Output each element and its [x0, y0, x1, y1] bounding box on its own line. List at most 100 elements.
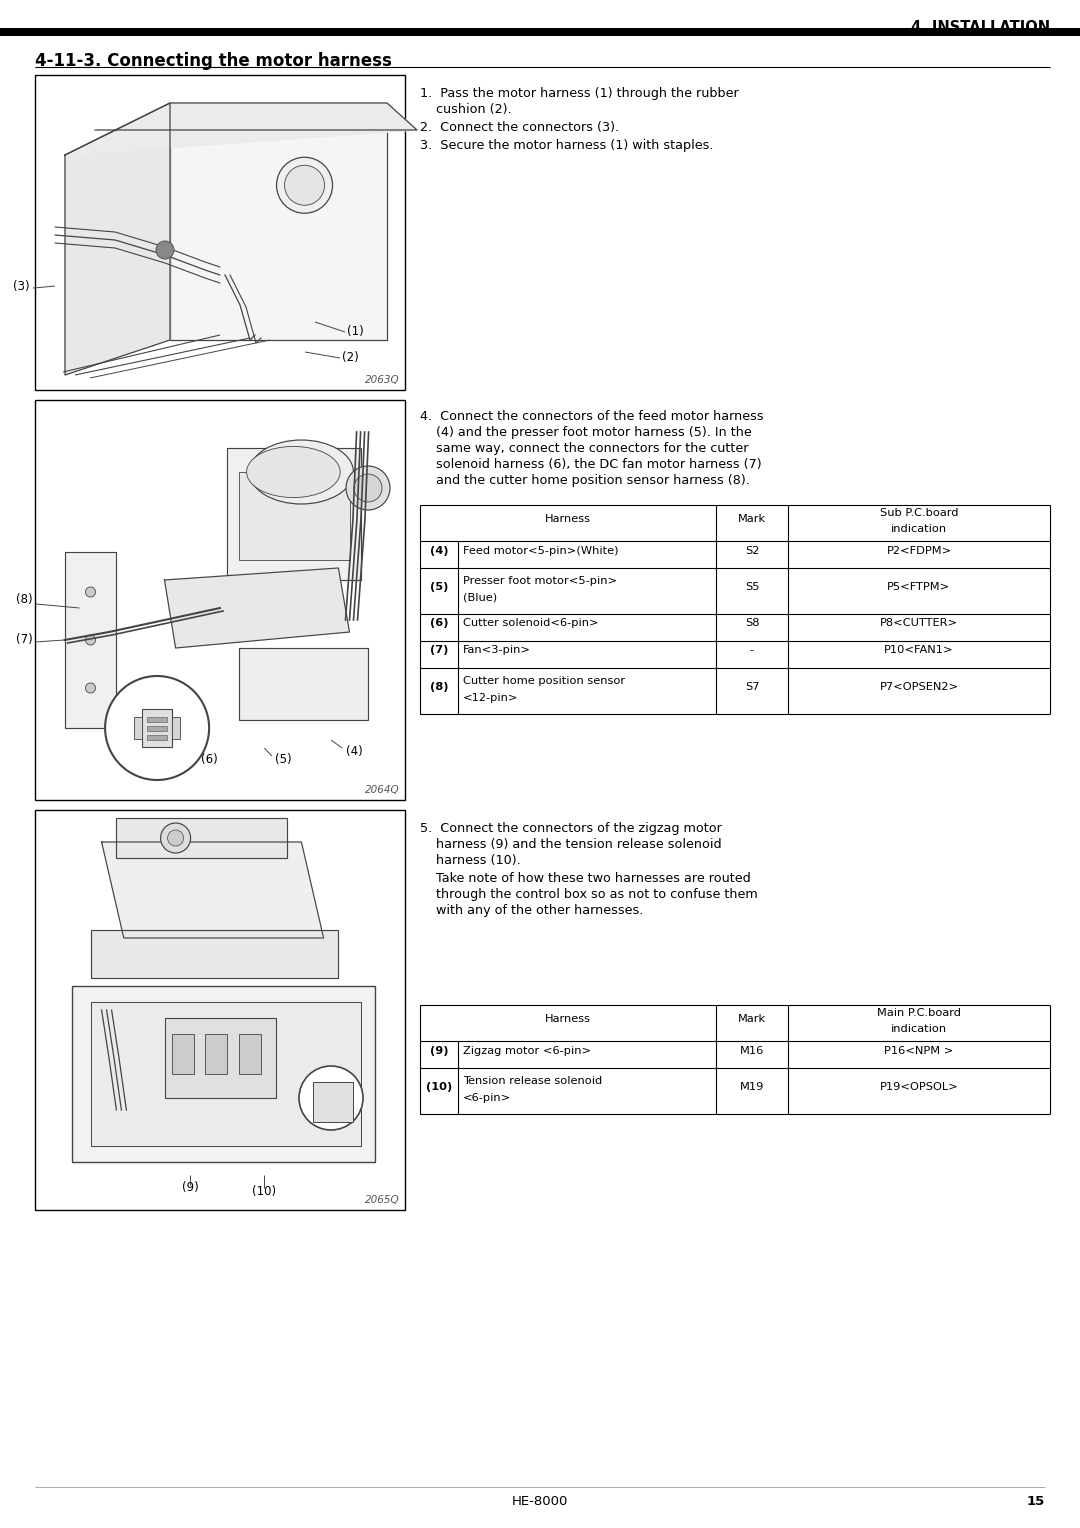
Bar	[164, 1018, 275, 1099]
Text: S8: S8	[745, 619, 759, 628]
Text: Mark: Mark	[738, 1015, 766, 1024]
Polygon shape	[102, 842, 324, 938]
Circle shape	[346, 466, 390, 510]
Text: -: -	[750, 645, 754, 656]
Bar	[147, 717, 167, 723]
Text: (4): (4)	[346, 746, 363, 758]
Polygon shape	[65, 102, 170, 374]
Bar	[228, 448, 361, 581]
Text: through the control box so as not to confuse them: through the control box so as not to con…	[436, 888, 758, 902]
Polygon shape	[65, 102, 417, 154]
Text: with any of the other harnesses.: with any of the other harnesses.	[436, 905, 644, 917]
Text: (7): (7)	[430, 645, 448, 656]
Bar	[37, 811, 403, 1209]
Bar	[147, 735, 167, 740]
Circle shape	[105, 675, 210, 779]
Circle shape	[167, 830, 184, 847]
Text: (9): (9)	[183, 1181, 199, 1195]
Text: Cutter solenoid<6-pin>: Cutter solenoid<6-pin>	[463, 619, 598, 628]
Text: Main P.C.board: Main P.C.board	[877, 1008, 961, 1018]
Bar	[37, 402, 403, 798]
Text: (10): (10)	[426, 1082, 453, 1093]
Text: Fan<3-pin>: Fan<3-pin>	[463, 645, 531, 656]
Text: solenoid harness (6), the DC fan motor harness (7): solenoid harness (6), the DC fan motor h…	[436, 458, 761, 471]
Ellipse shape	[249, 440, 353, 504]
Text: P10<FAN1>: P10<FAN1>	[885, 645, 954, 656]
Text: Presser foot motor<5-pin>: Presser foot motor<5-pin>	[463, 576, 617, 585]
Bar	[91, 931, 338, 978]
Ellipse shape	[246, 446, 340, 498]
Circle shape	[161, 824, 190, 853]
Bar	[35, 400, 405, 801]
Bar	[170, 102, 387, 341]
Text: Zigzag motor <6-pin>: Zigzag motor <6-pin>	[463, 1045, 591, 1056]
Text: harness (10).: harness (10).	[436, 854, 521, 866]
Bar	[37, 76, 403, 388]
Bar	[65, 552, 117, 727]
Bar	[312, 1082, 353, 1122]
Text: (Blue): (Blue)	[463, 593, 497, 604]
Text: (5): (5)	[430, 582, 448, 591]
Bar	[143, 709, 172, 747]
Circle shape	[354, 474, 382, 503]
Text: Sub P.C.board: Sub P.C.board	[880, 507, 958, 518]
Text: P19<OPSOL>: P19<OPSOL>	[879, 1082, 958, 1093]
Text: (6): (6)	[202, 753, 218, 767]
Text: <6-pin>: <6-pin>	[463, 1093, 511, 1103]
Text: Harness: Harness	[545, 1015, 591, 1024]
Bar	[172, 1034, 194, 1074]
Text: harness (9) and the tension release solenoid: harness (9) and the tension release sole…	[436, 837, 721, 851]
Bar	[172, 717, 180, 740]
Text: (1): (1)	[347, 325, 364, 339]
Text: S5: S5	[745, 582, 759, 591]
Polygon shape	[164, 568, 350, 648]
Text: P5<FTPM>: P5<FTPM>	[888, 582, 950, 591]
Bar	[72, 986, 376, 1161]
Text: 4.  Connect the connectors of the feed motor harness: 4. Connect the connectors of the feed mo…	[420, 410, 764, 423]
Text: Cutter home position sensor: Cutter home position sensor	[463, 675, 625, 686]
Text: 2.  Connect the connectors (3).: 2. Connect the connectors (3).	[420, 121, 619, 134]
Bar	[134, 717, 143, 740]
Text: Feed motor<5-pin>(White): Feed motor<5-pin>(White)	[463, 545, 619, 556]
Bar	[205, 1034, 228, 1074]
Text: (4) and the presser foot motor harness (5). In the: (4) and the presser foot motor harness (…	[436, 426, 752, 439]
Circle shape	[276, 157, 333, 214]
Text: (10): (10)	[253, 1186, 276, 1198]
Circle shape	[85, 587, 95, 597]
Text: 2064Q: 2064Q	[365, 785, 400, 795]
Text: indication: indication	[891, 1024, 947, 1034]
Bar	[0, 28, 1080, 37]
Text: (2): (2)	[342, 351, 359, 365]
Circle shape	[156, 241, 174, 260]
Text: indication: indication	[891, 524, 947, 533]
Text: HE-8000: HE-8000	[512, 1494, 568, 1508]
Text: <12-pin>: <12-pin>	[463, 692, 518, 703]
Text: (5): (5)	[275, 753, 292, 767]
Text: Harness: Harness	[545, 513, 591, 524]
Bar	[91, 1002, 361, 1146]
Circle shape	[284, 165, 324, 205]
Bar	[35, 75, 405, 390]
Text: (4): (4)	[430, 545, 448, 556]
Text: (8): (8)	[430, 681, 448, 692]
Text: 2065Q: 2065Q	[365, 1195, 400, 1206]
Text: and the cutter home position sensor harness (8).: and the cutter home position sensor harn…	[436, 474, 750, 487]
Text: 5.  Connect the connectors of the zigzag motor: 5. Connect the connectors of the zigzag …	[420, 822, 721, 834]
Circle shape	[299, 1067, 363, 1131]
Bar	[35, 810, 405, 1210]
Text: (8): (8)	[16, 593, 33, 607]
Bar	[117, 817, 286, 859]
Text: P2<FDPM>: P2<FDPM>	[887, 545, 951, 556]
Text: 15: 15	[1027, 1494, 1045, 1508]
Text: P7<OPSEN2>: P7<OPSEN2>	[879, 681, 959, 692]
Text: S7: S7	[745, 681, 759, 692]
Text: P16<NPM >: P16<NPM >	[885, 1045, 954, 1056]
Text: 2063Q: 2063Q	[365, 374, 400, 385]
Text: (3): (3)	[13, 280, 30, 292]
Text: Take note of how these two harnesses are routed: Take note of how these two harnesses are…	[436, 872, 751, 885]
Text: 4-11-3. Connecting the motor harness: 4-11-3. Connecting the motor harness	[35, 52, 392, 70]
Text: 3.  Secure the motor harness (1) with staples.: 3. Secure the motor harness (1) with sta…	[420, 139, 714, 151]
Text: Tension release solenoid: Tension release solenoid	[463, 1076, 603, 1086]
Text: cushion (2).: cushion (2).	[436, 102, 512, 116]
Text: Mark: Mark	[738, 513, 766, 524]
